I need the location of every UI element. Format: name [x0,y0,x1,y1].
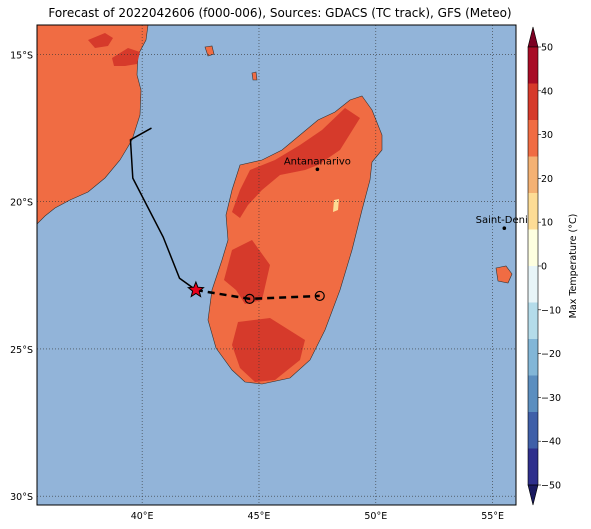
lat-tick-label: 15°S [10,50,33,61]
colorbar-extend-top [527,26,539,48]
africa-hot-zone-2 [112,48,140,66]
madagascar-cool-spot [333,199,339,212]
mayotte-island [251,71,258,81]
colorbar: 50 40 30 20 10 0 −10 −20 −30 −40 −50 Max Temperatur… [527,26,579,506]
colorbar-segment [528,193,538,230]
land-layer [36,24,513,385]
city-markers: MoroniMamoudzouAntananarivoSaint-Denis [284,156,533,230]
colorbar-tick-label: −10 [541,305,561,316]
moroni-island [204,45,215,57]
forecast-position-marker [244,293,255,304]
colorbar-segment [528,120,538,157]
colorbar-segment [528,156,538,194]
gridlines [37,25,516,505]
current-position-star-icon [187,280,205,298]
colorbar-segment [528,47,538,84]
colorbar-segment [528,266,538,303]
colorbar-tick-label: −20 [541,349,561,360]
madagascar-hot-zone-north [232,108,360,218]
latitude-ticks: 15°S 20°S 25°S 30°S [10,50,33,503]
africa-landmass [36,24,149,225]
colorbar-segment [528,448,538,486]
madagascar-hot-zone-west [224,240,270,304]
lat-tick-label: 25°S [10,345,33,356]
colorbar-tick-label: 20 [541,174,553,185]
lat-tick-label: 20°S [10,198,33,209]
lat-tick-label: 30°S [10,492,33,503]
lon-tick-label: 50°E [364,511,387,522]
madagascar-hot-zone-south [232,318,305,382]
colorbar-tick-label: −30 [541,393,561,404]
map-title: Forecast of 2022042606 (f000-006), Sourc… [48,6,512,20]
city-dot [502,226,507,230]
colorbar-tick-label: −40 [541,437,561,448]
cyclone-track [129,127,325,304]
colorbar-segment [528,339,538,376]
colorbar-segment [528,375,538,413]
map-frame [36,24,517,506]
city-label: Saint-Denis [476,215,533,226]
colorbar-segment [528,302,538,340]
lon-tick-label: 55°E [481,511,504,522]
lon-tick-label: 45°E [248,511,271,522]
colorbar-tick-label: 40 [541,86,553,97]
madagascar-landmass [207,95,383,385]
colorbar-tick-label: −50 [541,481,561,492]
reunion-island [495,265,513,284]
colorbar-tick-label: 50 [541,43,553,54]
lon-tick-label: 40°E [131,511,154,522]
colorbar-segment [528,412,538,449]
colorbar-extend-bottom [527,484,539,506]
colorbar-label: Max Temperature (°C) [568,214,579,319]
africa-hot-zone [88,33,113,48]
longitude-ticks: 40°E 45°E 50°E 55°E [131,511,504,522]
city-label: Antananarivo [284,156,351,167]
city-dot [315,167,320,172]
colorbar-segment [528,83,538,121]
forecast-track-line [195,288,320,301]
colorbar-segment [528,229,538,267]
past-track-line [129,127,197,291]
colorbar-tick-label: 0 [541,262,547,273]
forecast-position-marker [314,290,325,302]
colorbar-tick-label: 30 [541,130,553,141]
colorbar-tick-label: 10 [541,218,553,229]
